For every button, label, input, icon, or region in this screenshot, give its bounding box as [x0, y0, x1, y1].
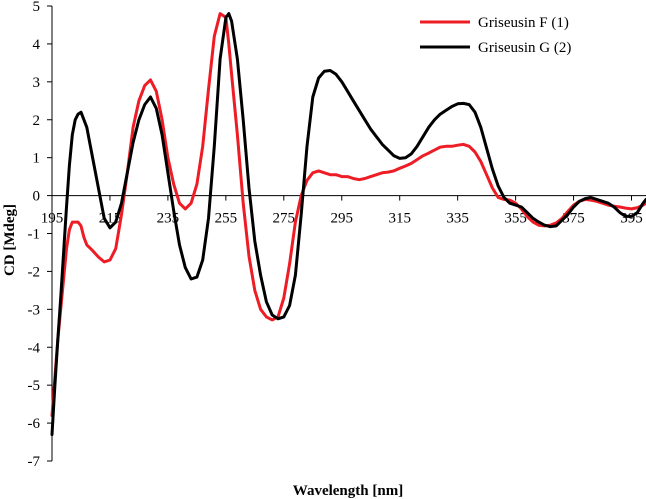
- y-tick-label: -7: [28, 454, 41, 470]
- y-tick-label: -4: [28, 340, 41, 356]
- y-tick-label: 4: [33, 37, 41, 53]
- x-tick-label: 355: [504, 211, 527, 227]
- series-line-2: [50, 12, 646, 436]
- x-tick-label: 315: [388, 211, 411, 227]
- y-ticks: -7 -6 -5 -4 -3 -2 -1 0 1 2 3 4 5: [28, 0, 52, 470]
- y-tick-label: 0: [33, 189, 41, 205]
- x-tick-label: 295: [331, 211, 354, 227]
- y-axis-title: CD [Mdeg]: [2, 204, 18, 276]
- x-axis-title: Wavelength [nm]: [293, 483, 403, 499]
- x-tick-label: 255: [215, 211, 238, 227]
- y-tick-label: -6: [28, 416, 41, 432]
- y-tick-label: 1: [33, 151, 41, 167]
- x-ticks: 195 215 235 255 275 295 315 335 355 375 395: [41, 195, 643, 227]
- y-tick-label: 2: [33, 113, 41, 129]
- x-tick-label: 275: [273, 211, 296, 227]
- y-tick-label: -5: [28, 378, 41, 394]
- y-tick-label: -2: [28, 264, 41, 280]
- legend-label-1: Griseusin F (1): [478, 15, 569, 31]
- x-tick-label: 195: [41, 211, 64, 227]
- y-tick-label: 5: [33, 0, 41, 15]
- axes: [51, 6, 646, 461]
- x-tick-label: 395: [620, 211, 643, 227]
- series-layer: [50, 12, 646, 436]
- x-tick-label: 335: [446, 211, 469, 227]
- legend-label-2: Griseusin G (2): [478, 40, 571, 56]
- y-tick-label: -1: [28, 227, 41, 243]
- y-tick-label: 3: [33, 75, 41, 91]
- y-tick-label: -3: [28, 302, 41, 318]
- legend: Griseusin F (1) Griseusin G (2): [420, 15, 571, 56]
